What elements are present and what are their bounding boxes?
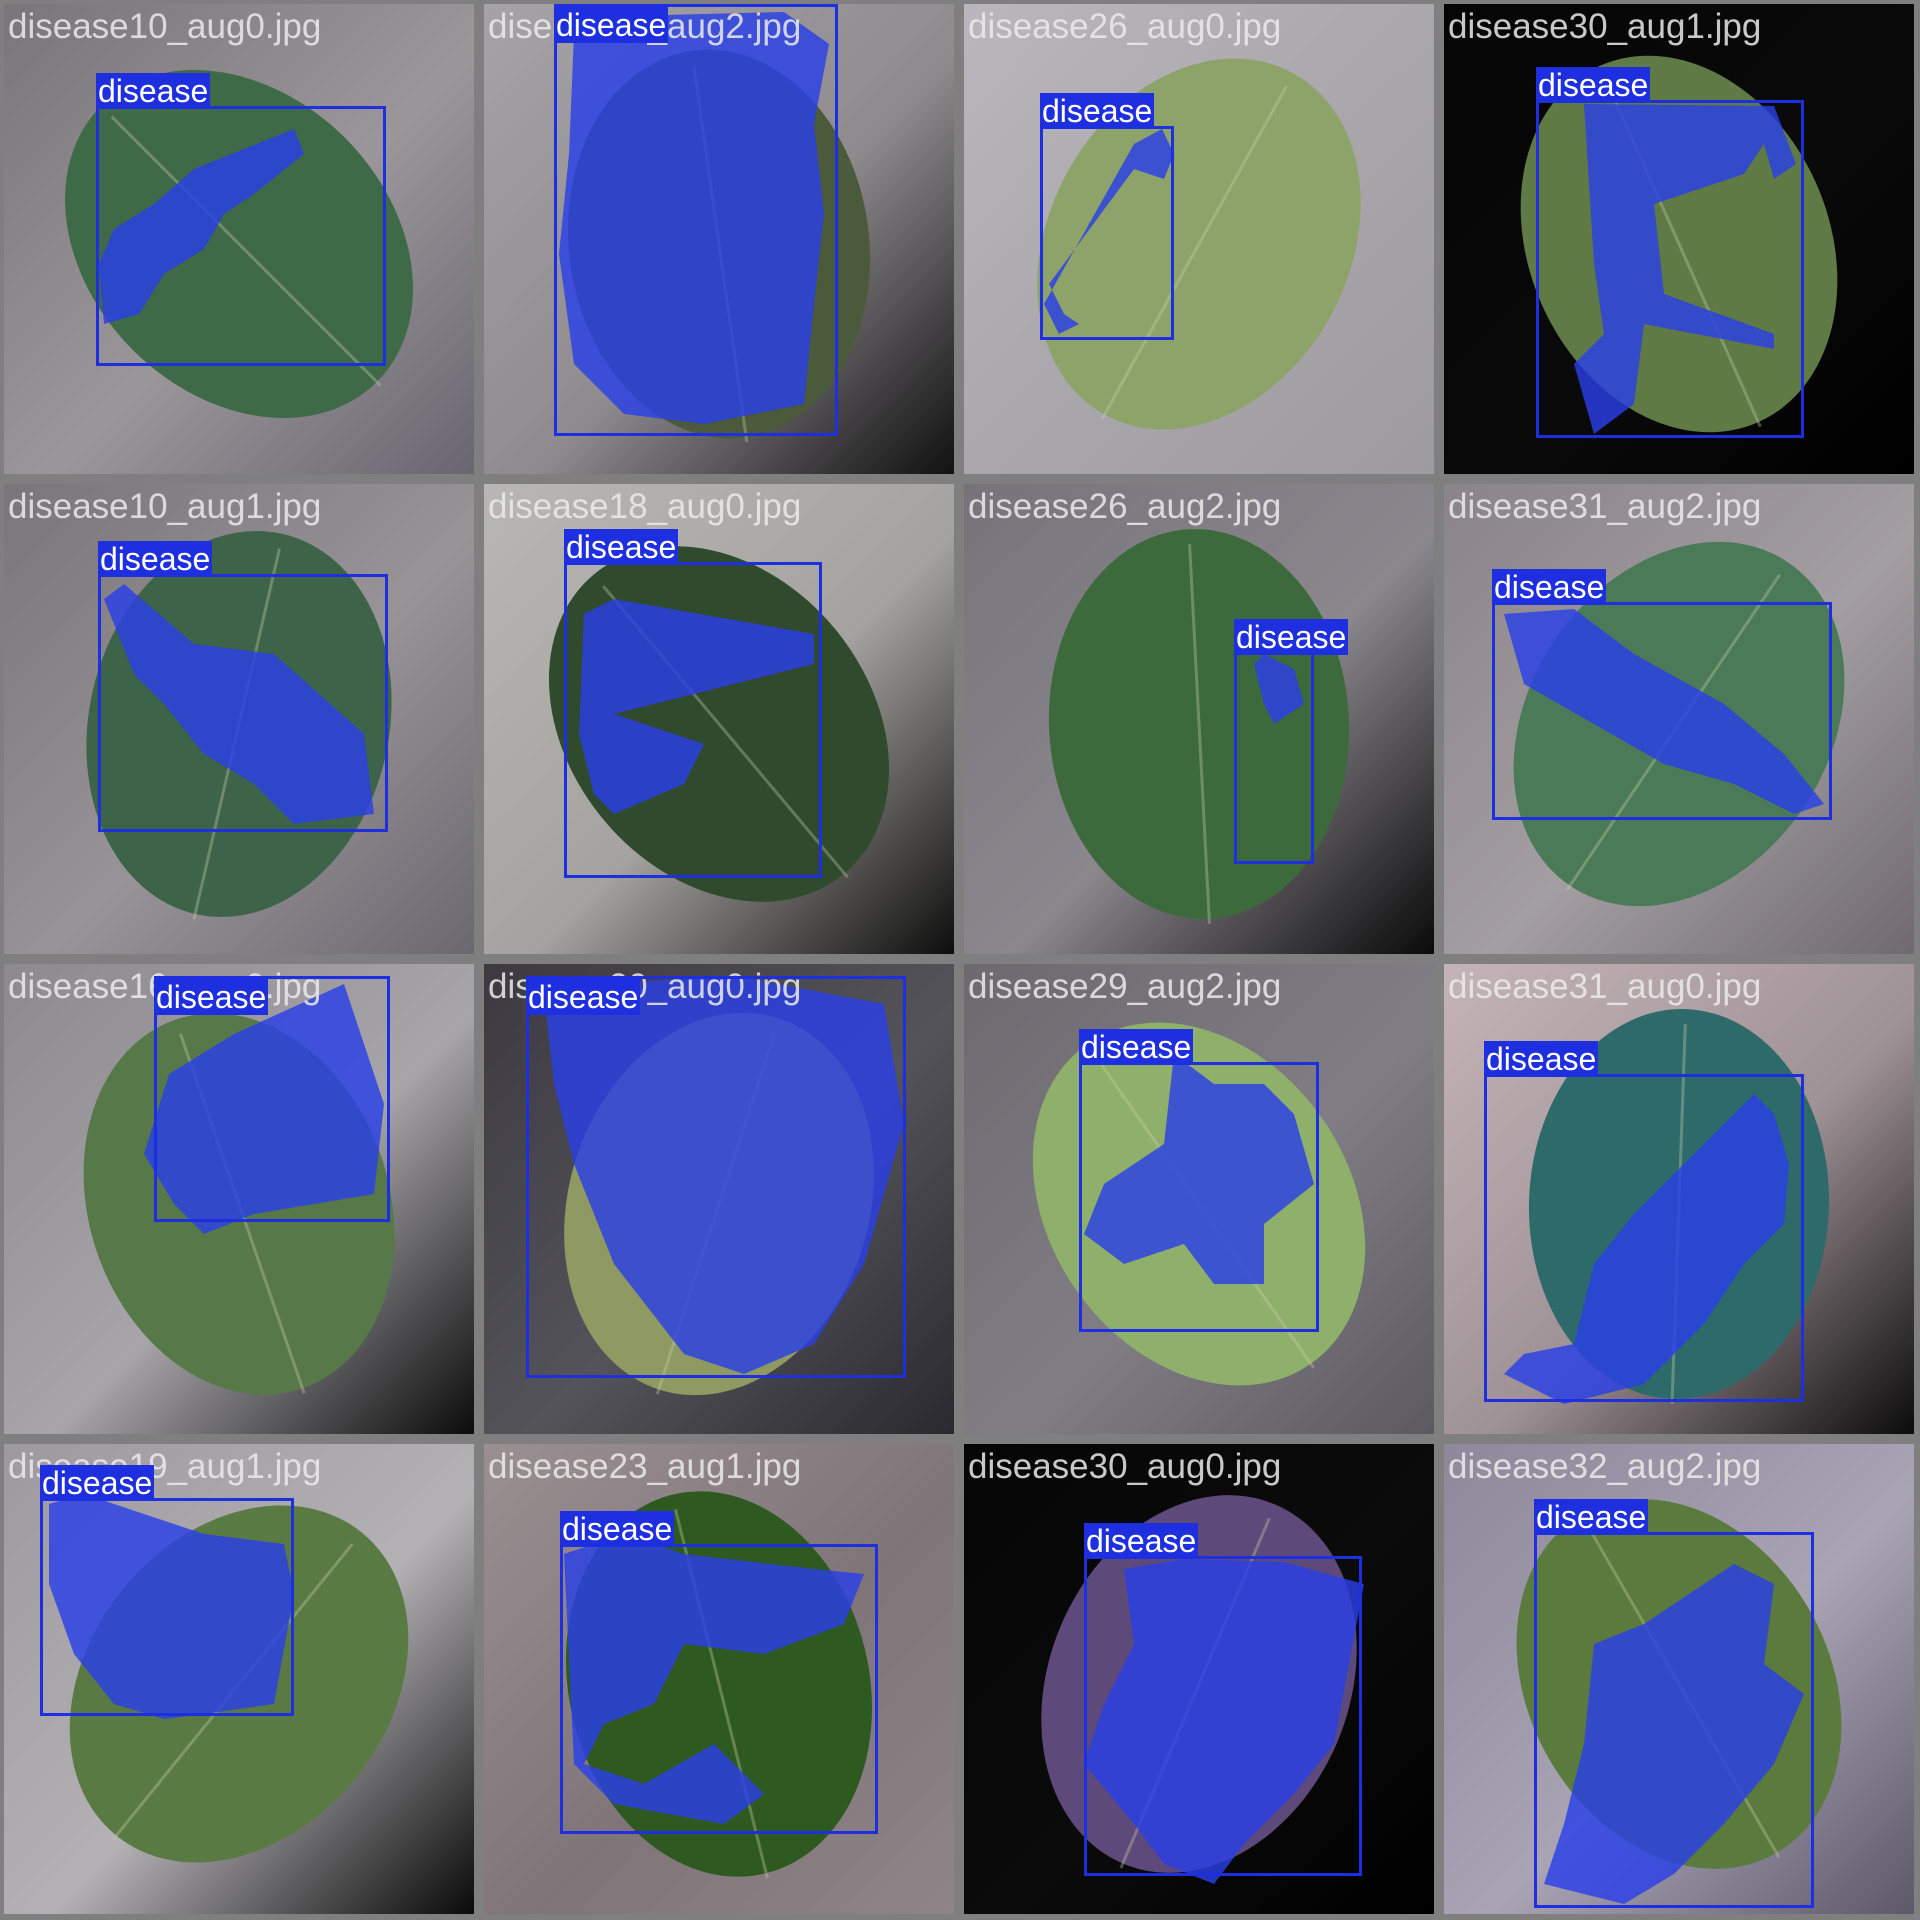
detection-label: disease (1534, 1499, 1649, 1535)
leaf-photo (1032, 1022, 1366, 1386)
leaf-photo (1516, 1499, 1842, 1904)
detection-label: disease (560, 1511, 675, 1547)
detection-label: disease (1084, 1523, 1199, 1559)
detection-box: disease (1040, 93, 1174, 340)
detection-box: disease (98, 541, 388, 832)
segmentation-mask (1084, 1054, 1314, 1284)
image-tile: disease32_aug2.jpg disease (1444, 1444, 1914, 1914)
detection-label: disease (1484, 1041, 1599, 1077)
detection-label: disease (1040, 93, 1155, 129)
image-tile: disease18_aug0.jpg disease (484, 484, 954, 954)
image-tile: disease30_aug1.jpg disease (1444, 4, 1914, 474)
leaf-photo (1520, 55, 1838, 434)
leaf-photo (559, 12, 870, 443)
image-tile: disease31_aug2.jpg disease (1444, 484, 1914, 954)
image-tile: disease10_aug1.jpg disease (4, 484, 474, 954)
segmentation-mask (1084, 1559, 1364, 1884)
detection-box: disease (154, 976, 390, 1222)
detection-label: disease (96, 73, 211, 109)
detection-box: disease (1084, 1523, 1362, 1876)
detection-box: disease (1234, 619, 1349, 864)
detection-box: disease (554, 4, 838, 436)
image-tile: disease26_aug2.jpg disease (964, 484, 1434, 954)
segmentation-mask (1504, 1094, 1789, 1404)
detection-label: disease (154, 979, 269, 1015)
detection-label: disease (1536, 67, 1651, 103)
leaf-photo (1504, 1009, 1830, 1404)
detection-label: disease (98, 541, 213, 577)
detection-label: disease (1079, 1029, 1194, 1065)
leaf-photo (1041, 1495, 1364, 1884)
leaf-photo (1504, 541, 1845, 907)
segmentation-mask (1044, 129, 1174, 334)
detection-box: disease (1079, 1029, 1319, 1332)
segmentation-mask (1544, 1564, 1804, 1904)
detection-label: disease (40, 1465, 155, 1501)
image-tile: disease10_aug0.jpg disease (4, 4, 474, 474)
detection-box: disease (96, 73, 386, 366)
image-tile: disease30_aug0.jpg disease (964, 1444, 1434, 1914)
detection-box: disease (526, 976, 906, 1378)
detection-label: disease (526, 979, 641, 1015)
segmentation-mask (579, 599, 814, 814)
leaf-photo (1048, 529, 1350, 924)
detection-label: disease (1234, 619, 1349, 655)
detection-box: disease (1534, 1499, 1814, 1908)
leaf (1037, 58, 1361, 430)
image-tile: disease31_aug0.jpg disease (1444, 964, 1914, 1434)
detection-label: disease (564, 529, 679, 565)
segmentation-mask (49, 1494, 294, 1719)
leaf-photo (544, 976, 904, 1396)
detection-box: disease (40, 1465, 294, 1716)
image-tile: disease26_aug0.jpg disease (964, 4, 1434, 474)
segmentation-mask (544, 976, 904, 1374)
segmentation-mask (564, 1534, 864, 1824)
detection-label: disease (1492, 569, 1607, 605)
leaf-photo (83, 984, 395, 1395)
leaf-photo (548, 546, 890, 902)
image-tile: disease23_aug1.jpg disease (484, 1444, 954, 1914)
leaf-photo (86, 531, 392, 920)
leaf-vein (1100, 85, 1288, 420)
leaf-photo (65, 70, 413, 418)
segmentation-mask (99, 129, 304, 324)
leaf-photo (49, 1494, 409, 1863)
leaf-vein (110, 115, 382, 387)
detection-box: disease (564, 529, 822, 878)
segmentation-mask (104, 584, 374, 824)
leaf-photo (564, 1491, 872, 1879)
leaf (65, 70, 413, 418)
segmentation-mask (144, 984, 384, 1234)
image-tile: disease20_aug0.jpg disease (484, 964, 954, 1434)
detection-box: disease (1492, 569, 1832, 820)
leaf-vein (1188, 544, 1211, 924)
detection-box: disease (1484, 1041, 1804, 1402)
detection-label: disease (554, 7, 669, 43)
segmentation-mask (1504, 609, 1824, 814)
detection-box: disease (1536, 67, 1804, 438)
leaf-photo (1037, 58, 1361, 430)
segmentation-mask (559, 12, 829, 424)
image-tile: disease19_aug1.jpg disease (4, 1444, 474, 1914)
segmentation-mask (1254, 654, 1304, 724)
image-tile: disease29_aug2.jpg disease (964, 964, 1434, 1434)
detection-box: disease (560, 1511, 878, 1834)
segmentation-mask (1574, 104, 1796, 434)
